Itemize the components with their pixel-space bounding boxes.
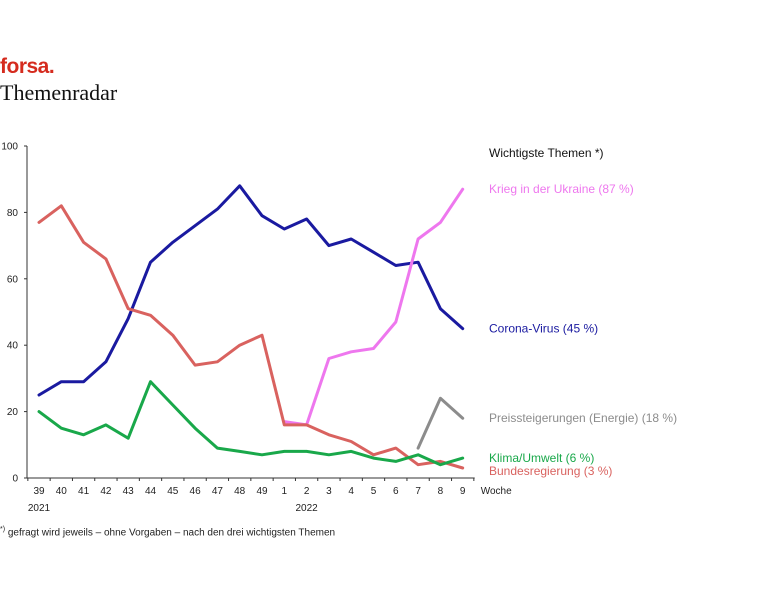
series-label-4: Preissteigerungen (Energie) (18 %) (489, 411, 677, 425)
page-title: Themenradar (0, 80, 118, 105)
x-tick-label: 47 (212, 486, 224, 497)
y-tick-label: 40 (7, 341, 19, 352)
series-line-0 (37, 184, 465, 397)
y-tick-label: 60 (7, 274, 19, 285)
footnote-text: gefragt wird jeweils – ohne Vorgaben – n… (5, 527, 336, 539)
series-line-1 (282, 187, 465, 427)
x-tick-label: 7 (415, 486, 421, 497)
series-label-3: Klima/Umwelt (6 %) (489, 451, 594, 465)
y-tick-label: 0 (12, 474, 18, 485)
series-line-4 (416, 396, 465, 450)
series-label-1: Krieg in der Ukraine (87 %) (489, 182, 634, 196)
x-tick-label: 3 (326, 486, 332, 497)
chart-title: Wichtigste Themen *) (489, 146, 604, 160)
y-tick-label: 20 (7, 407, 19, 418)
series-label-2: Bundesregierung (3 %) (489, 464, 612, 478)
series-line-2 (37, 204, 465, 470)
x-axis-label: Woche (481, 486, 512, 497)
x-tick-label: 43 (123, 486, 135, 497)
x-tick-label: 5 (371, 486, 377, 497)
x-tick-label: 6 (393, 486, 399, 497)
x-tick-label: 4 (348, 486, 354, 497)
x-tick-label: 40 (56, 486, 68, 497)
x-tick-label: 46 (190, 486, 202, 497)
x-tick-label: 39 (33, 486, 45, 497)
series-label-0: Corona-Virus (45 %) (489, 322, 598, 336)
y-tick-label: 100 (1, 142, 18, 153)
y-tick-label: 80 (7, 208, 19, 219)
x-tick-label: 42 (100, 486, 112, 497)
series-line-3 (37, 380, 465, 467)
x-tick-label: 44 (145, 486, 157, 497)
footnote-mark: *) (0, 526, 6, 533)
x-tick-label: 48 (234, 486, 246, 497)
x-tick-label: 1 (282, 486, 288, 497)
x-tick-label: 41 (78, 486, 90, 497)
year-label: 2022 (295, 503, 318, 514)
x-tick-label: 9 (460, 486, 466, 497)
x-tick-label: 8 (438, 486, 444, 497)
x-tick-label: 49 (256, 486, 268, 497)
x-tick-label: 2 (304, 486, 310, 497)
year-label: 2021 (28, 503, 51, 514)
brand-logo: forsa. (0, 55, 55, 78)
x-tick-label: 45 (167, 486, 179, 497)
footnote: *) gefragt wird jeweils – ohne Vorgaben … (0, 526, 335, 538)
